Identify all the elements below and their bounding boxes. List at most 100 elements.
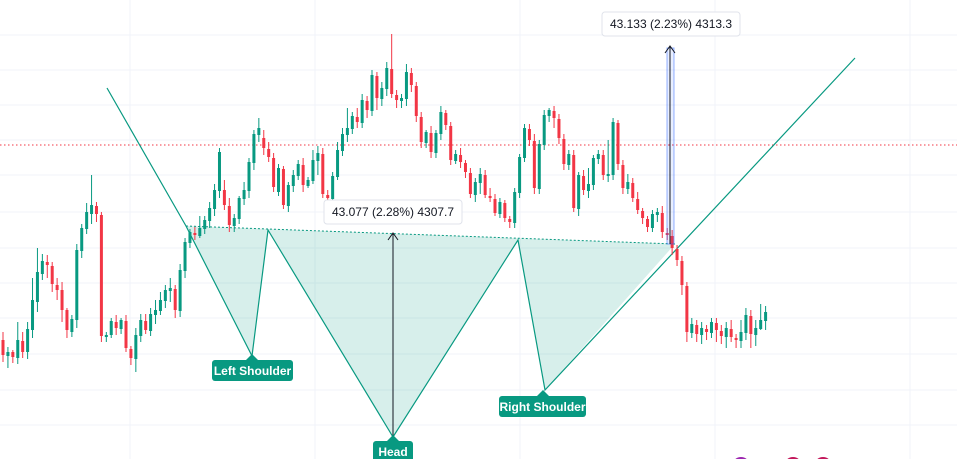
candle-body: [493, 199, 497, 213]
candle-body: [586, 184, 590, 191]
candle-body: [601, 155, 605, 175]
candle-body: [31, 300, 35, 330]
candle-body: [409, 73, 413, 85]
candle: [26, 322, 30, 359]
candle: [419, 112, 423, 148]
candle-body: [567, 154, 571, 165]
candle-body: [577, 175, 581, 209]
label-left-shoulder[interactable]: Left Shoulder: [212, 354, 293, 381]
candle: [340, 128, 344, 156]
candle-body: [400, 98, 404, 101]
candle: [621, 160, 625, 194]
candle: [523, 124, 527, 162]
candle-body: [183, 242, 187, 271]
candle-body: [685, 286, 689, 332]
candle: [739, 320, 743, 348]
candle-body: [749, 316, 753, 334]
candle: [537, 140, 541, 194]
candle-body: [518, 157, 522, 193]
candle: [198, 216, 202, 238]
candle-body: [424, 132, 428, 143]
candle: [6, 347, 10, 368]
candle: [547, 108, 551, 122]
candle: [567, 150, 571, 170]
candle: [626, 174, 630, 194]
indicator-icon[interactable]: [733, 457, 749, 459]
candle: [414, 82, 418, 122]
candle-body: [414, 86, 418, 116]
candle: [650, 210, 654, 232]
candle-body: [523, 128, 527, 158]
candle: [606, 140, 610, 182]
candle: [336, 142, 340, 180]
candle-body: [267, 149, 271, 157]
candle-body: [85, 212, 89, 229]
candle-body: [203, 220, 207, 229]
candle-body: [734, 338, 738, 340]
candle: [45, 255, 49, 278]
candle: [31, 278, 35, 338]
candle-body: [714, 323, 718, 330]
label-text: Left Shoulder: [214, 364, 292, 378]
candle-body: [478, 174, 482, 183]
candle-body: [316, 153, 320, 161]
candle: [129, 346, 133, 365]
candle-body: [380, 88, 384, 99]
candle: [513, 188, 517, 228]
indicator-icon[interactable]: [785, 457, 801, 459]
candle-body: [247, 162, 251, 191]
candle-body: [439, 112, 443, 134]
candle-body: [94, 206, 98, 214]
candle: [685, 282, 689, 342]
candle-body: [134, 335, 138, 359]
candle: [552, 106, 556, 128]
candle-body: [655, 212, 659, 215]
candle-body: [16, 340, 20, 358]
candle-body: [700, 328, 704, 335]
measurement-neckline-to-head: 43.077 (2.28%) 4307.7: [323, 199, 463, 437]
candle-body: [149, 314, 153, 331]
candle: [759, 304, 763, 330]
candle-body: [395, 95, 399, 100]
label-pointer: [537, 390, 549, 396]
candle-body: [547, 110, 551, 116]
candle: [355, 108, 359, 128]
candle: [114, 315, 118, 335]
candle: [124, 315, 128, 352]
label-right-shoulder[interactable]: Right Shoulder: [499, 390, 586, 417]
candle: [641, 208, 645, 224]
candle: [109, 318, 113, 338]
candle-body: [217, 152, 221, 191]
candle-body: [340, 134, 344, 151]
candle: [582, 170, 586, 195]
candle: [395, 90, 399, 108]
candle-body: [764, 312, 768, 321]
candle: [21, 332, 25, 358]
candle-body: [542, 115, 546, 145]
candle-body: [306, 180, 310, 186]
candle-body: [232, 218, 236, 226]
candle: [705, 325, 709, 340]
candle: [557, 114, 561, 144]
candle: [404, 64, 408, 106]
candle: [144, 314, 148, 334]
candle-body: [606, 174, 610, 176]
candle: [596, 150, 600, 164]
candle-body: [488, 196, 492, 198]
indicator-icon[interactable]: [815, 457, 831, 459]
candle-body: [178, 270, 182, 311]
candle: [503, 200, 507, 222]
label-head[interactable]: Head: [373, 435, 413, 459]
candle-body: [739, 332, 743, 341]
candle-body: [724, 328, 728, 337]
candle: [646, 216, 650, 232]
candle-body: [311, 160, 315, 181]
candle: [360, 94, 364, 128]
candle-body: [90, 205, 94, 214]
candle: [60, 282, 64, 322]
candle: [281, 166, 285, 209]
candle-body: [45, 262, 49, 265]
candle: [154, 300, 158, 324]
